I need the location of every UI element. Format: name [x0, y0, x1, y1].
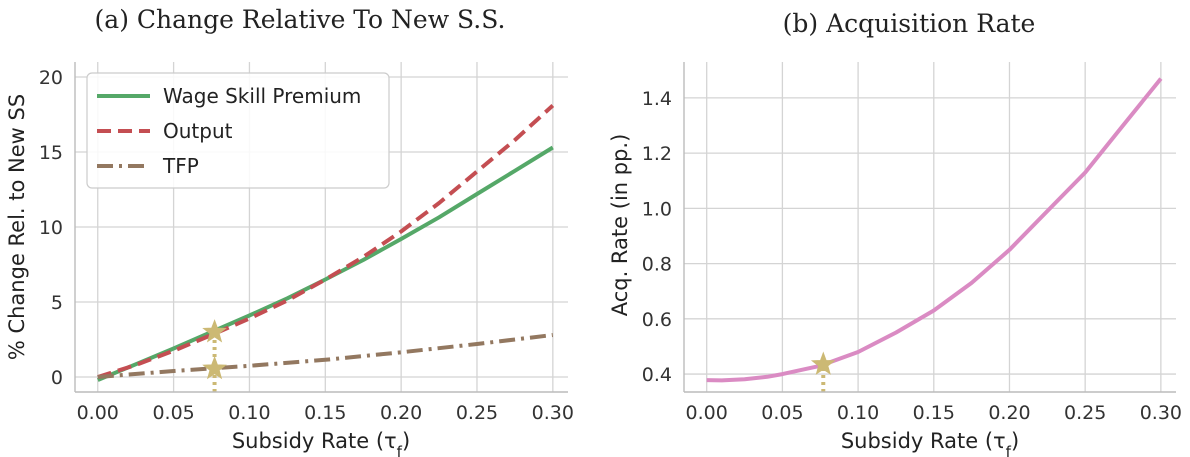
panel-a-title: (a) Change Relative To New S.S. — [95, 5, 506, 34]
y-tick-label: 20 — [39, 67, 63, 89]
y-tick-label: 1.0 — [642, 198, 672, 220]
y-tick-label: 0.4 — [642, 364, 672, 386]
y-tick-label: 0.6 — [642, 309, 672, 331]
x-tick-label: 0.20 — [380, 402, 422, 424]
panel-a-y-label: % Change Rel. to New SS — [5, 94, 29, 360]
series-line-0 — [706, 77, 1163, 383]
panel-a: (a) Change Relative To New S.S. 0.00 0.05… — [5, 5, 574, 457]
panel-b-title: (b) Acquisition Rate — [783, 9, 1036, 38]
x-tick-label: 0.10 — [228, 402, 270, 424]
panel-b-x-ticks: 0.00 0.05 0.10 0.15 0.20 0.25 0.30 — [686, 402, 1182, 424]
legend-label: Output — [163, 119, 233, 143]
x-tick-label: 0.00 — [77, 402, 119, 424]
x-tick-label: 0.20 — [988, 402, 1030, 424]
x-tick-label: 0.05 — [152, 402, 194, 424]
panel-a-y-ticks: 0 5 10 15 20 — [39, 67, 63, 389]
x-tick-label: 0.25 — [456, 402, 498, 424]
panel-b-grid — [684, 62, 1176, 392]
y-tick-label: 0.8 — [642, 254, 672, 276]
y-tick-label: 0 — [51, 367, 63, 389]
y-tick-label: 1.2 — [642, 143, 672, 165]
series-wage-skill-premium — [97, 145, 554, 382]
y-tick-label: 5 — [51, 292, 63, 314]
legend-box — [86, 72, 390, 189]
star-marker — [202, 319, 227, 343]
panel-b-y-ticks: 0.4 0.6 0.8 1.0 1.2 1.4 — [642, 88, 672, 386]
x-tick-label: 0.05 — [761, 402, 803, 424]
panel-a-legend: Wage Skill Premium Output TFP — [86, 72, 390, 189]
star-marker — [202, 355, 227, 380]
panel-a-markers — [202, 319, 227, 380]
panel-b-markers — [810, 351, 836, 375]
x-tick-label: 0.15 — [304, 402, 346, 424]
x-tick-label: 0.30 — [532, 402, 574, 424]
x-tick-label: 0.10 — [837, 402, 879, 424]
y-tick-label: 15 — [39, 142, 63, 164]
panel-a-x-label: Subsidy Rate (τf) — [232, 429, 410, 457]
legend-label: Wage Skill Premium — [163, 84, 361, 108]
x-tick-label: 0.15 — [913, 402, 955, 424]
y-tick-label: 1.4 — [642, 88, 672, 110]
series-tfp — [97, 333, 554, 379]
panel-a-series — [97, 104, 555, 382]
x-tick-label: 0.25 — [1064, 402, 1106, 424]
panel-a-x-ticks: 0.00 0.05 0.10 0.15 0.20 0.25 0.30 — [77, 402, 574, 424]
panel-b-x-label: Subsidy Rate (τf) — [841, 429, 1019, 457]
panel-b-y-label: Acq. Rate (in pp.) — [608, 134, 632, 317]
star-marker — [810, 351, 836, 375]
panel-b: (b) Acquisition Rate 0.00 0.05 0.10 0.15 0.2… — [608, 9, 1182, 457]
x-tick-label: 0.30 — [1140, 402, 1182, 424]
x-tick-label: 0.00 — [686, 402, 728, 424]
panel-b-series — [706, 77, 1163, 383]
y-tick-label: 10 — [39, 217, 63, 239]
legend-label: TFP — [162, 154, 199, 178]
